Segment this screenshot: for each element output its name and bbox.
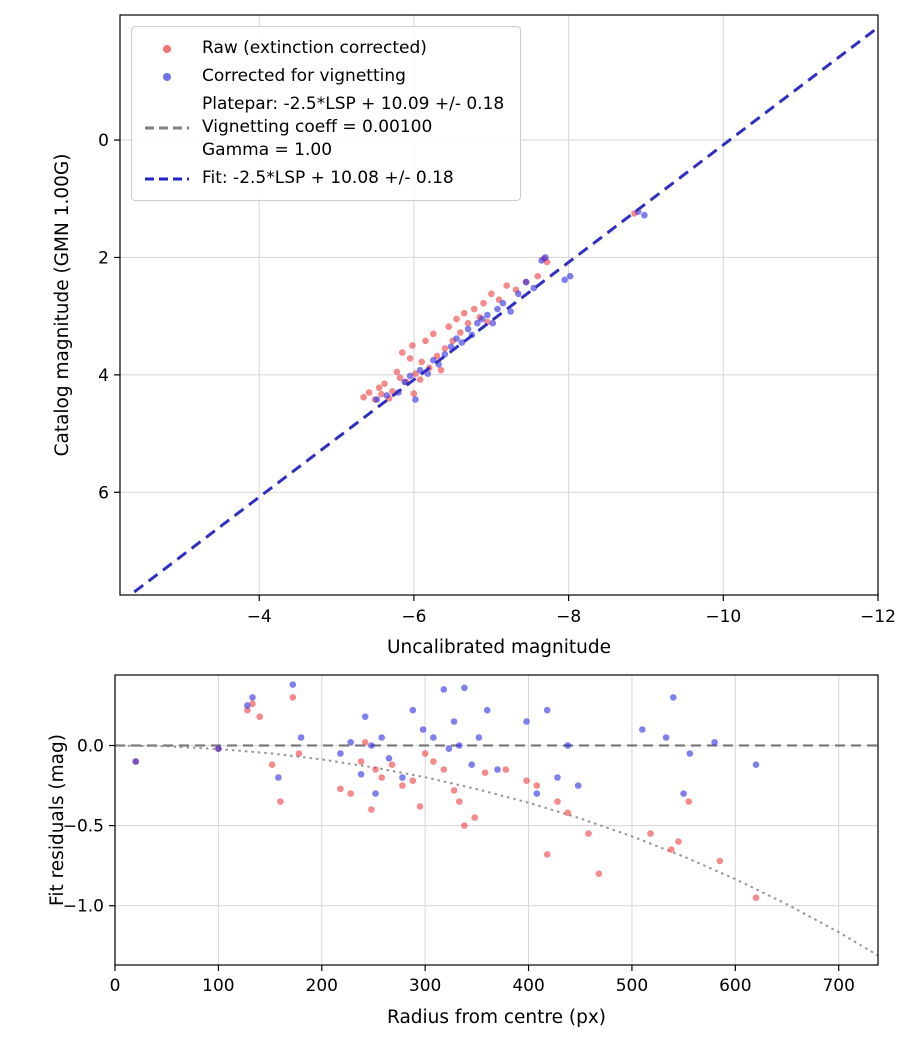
legend-platepar-line1: Platepar: -2.5*LSP + 10.09 +/- 0.18 bbox=[202, 94, 505, 114]
bottom-chart-raw-residuals bbox=[132, 694, 760, 901]
legend-entry-raw: Raw (extinction corrected) bbox=[144, 37, 504, 60]
blue-dot-icon bbox=[144, 72, 190, 81]
legend-label-raw: Raw (extinction corrected) bbox=[202, 38, 427, 58]
top-chart-axes: −4 −6 −8 −10 −12 0 2 4 6 bbox=[98, 131, 896, 627]
legend: Raw (extinction corrected) Corrected for… bbox=[131, 26, 522, 201]
top-chart-y-tick-label: 6 bbox=[98, 483, 109, 503]
legend-entry-corrected: Corrected for vignetting bbox=[144, 65, 504, 88]
legend-label-fit: Fit: -2.5*LSP + 10.08 +/- 0.18 bbox=[202, 168, 454, 188]
bottom-chart-x-tick-label: 700 bbox=[822, 976, 854, 996]
top-chart-x-tick-label: −8 bbox=[556, 607, 581, 627]
bottom-chart-series bbox=[115, 681, 878, 957]
legend-label-corrected: Corrected for vignetting bbox=[202, 66, 406, 86]
red-dot-icon bbox=[144, 44, 190, 53]
top-chart-y-tick-label: 0 bbox=[98, 131, 109, 151]
bottom-chart-x-tick-label: 600 bbox=[719, 976, 751, 996]
bottom-chart-frame bbox=[114, 674, 879, 966]
bottom-chart-x-tick-label: 0 bbox=[110, 976, 121, 996]
bottom-chart-ylabel: Fit residuals (mag) bbox=[47, 734, 68, 906]
bottom-chart-y-tick-label: −0.5 bbox=[63, 817, 104, 837]
gray-dashed-line-icon bbox=[144, 124, 190, 132]
bottom-chart-xlabel: Radius from centre (px) bbox=[387, 1007, 606, 1028]
top-chart-y-tick-label: 4 bbox=[98, 366, 109, 386]
top-chart-x-tick-label: −4 bbox=[247, 607, 272, 627]
bottom-chart-x-tick-label: 300 bbox=[409, 976, 441, 996]
top-chart-ylabel: Catalog magnitude (GMN 1.00G) bbox=[52, 154, 73, 457]
top-chart-x-tick-label: −6 bbox=[401, 607, 426, 627]
top-chart-y-tick-label: 2 bbox=[98, 248, 109, 268]
legend-platepar-line3: Gamma = 1.00 bbox=[202, 140, 333, 160]
bottom-chart: 0 100 200 300 400 500 600 700 0.0 −0.5 −1.0 Radius … bbox=[47, 674, 879, 1028]
top-chart-x-tick-label: −12 bbox=[860, 607, 896, 627]
legend-platepar-line2: Vignetting coeff = 0.00100 bbox=[202, 117, 433, 137]
bottom-chart-x-tick-label: 200 bbox=[306, 976, 338, 996]
bottom-chart-axes: 0 100 200 300 400 500 600 700 0.0 −0.5 −1.0 bbox=[63, 736, 855, 996]
legend-entry-platepar: Platepar: -2.5*LSP + 10.09 +/- 0.18 Vign… bbox=[144, 93, 504, 162]
bottom-chart-vignetting-curve bbox=[115, 744, 878, 957]
top-chart-x-tick-label: −10 bbox=[705, 607, 741, 627]
blue-dashed-line-icon bbox=[144, 175, 190, 183]
bottom-chart-y-tick-label: −1.0 bbox=[63, 897, 104, 917]
top-chart-series bbox=[127, 25, 878, 595]
legend-entry-fit: Fit: -2.5*LSP + 10.08 +/- 0.18 bbox=[144, 167, 504, 190]
bottom-chart-x-tick-label: 400 bbox=[512, 976, 544, 996]
top-chart-frame bbox=[119, 14, 879, 596]
bottom-chart-x-tick-label: 500 bbox=[616, 976, 648, 996]
bottom-chart-y-tick-label: 0.0 bbox=[77, 736, 104, 756]
bottom-chart-grid bbox=[114, 675, 878, 965]
legend-label-platepar: Platepar: -2.5*LSP + 10.09 +/- 0.18 Vign… bbox=[202, 93, 504, 162]
top-chart-xlabel: Uncalibrated magnitude bbox=[387, 637, 611, 658]
bottom-chart-corrected-residuals bbox=[132, 681, 760, 797]
bottom-chart-x-tick-label: 100 bbox=[202, 976, 234, 996]
top-chart-fit-line bbox=[127, 25, 878, 595]
